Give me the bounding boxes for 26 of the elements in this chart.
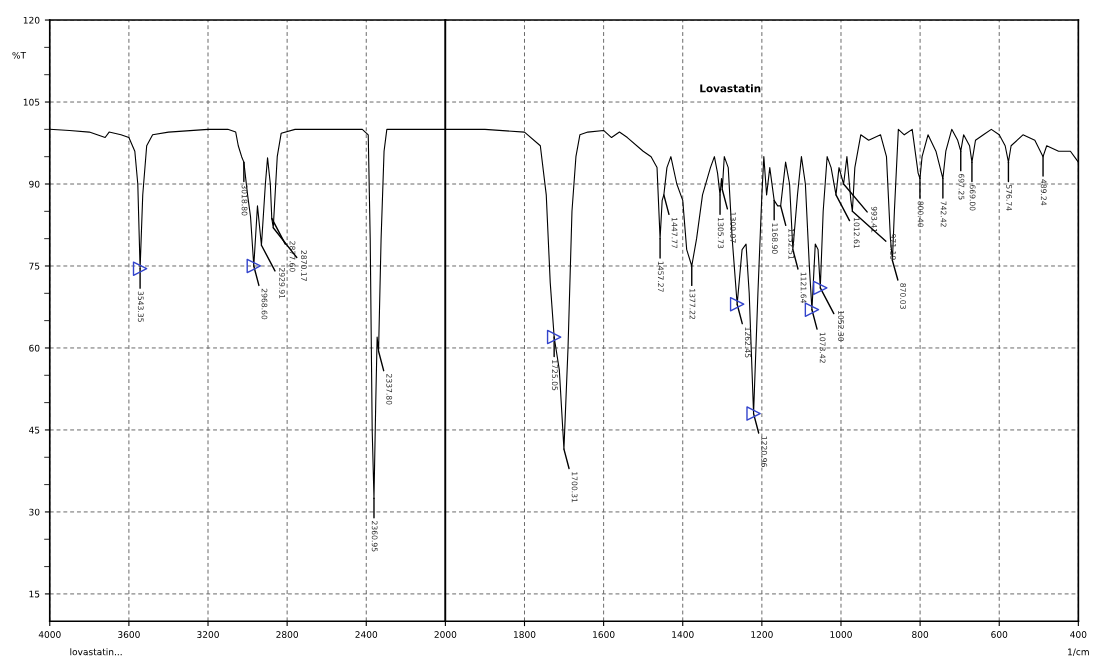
text: Lovastatin: [700, 84, 761, 93]
x-tick-label: 1400: [672, 631, 694, 638]
y-tick-label: 30: [29, 508, 40, 516]
y-axis-title: %T: [12, 51, 27, 59]
x-tick-label: 1800: [514, 631, 536, 638]
y-tick-label: 90: [29, 180, 40, 188]
y-tick-label: 105: [23, 98, 40, 106]
x-tick-label: 600: [991, 631, 1008, 638]
x-tick-label: 2400: [355, 631, 378, 638]
y-tick-label: 45: [29, 426, 40, 434]
x-tick-label: 1200: [751, 631, 773, 638]
y-tick-label: 15: [29, 590, 40, 598]
x-tick-label: 1000: [830, 631, 852, 638]
x-tick-label: 400: [1070, 631, 1087, 638]
x-tick-label: 1600: [593, 631, 615, 638]
x-axis-title: 1/cm: [1068, 648, 1089, 656]
y-tick-label: 60: [29, 344, 40, 352]
x-tick-label: 2800: [276, 631, 299, 638]
x-tick-label: 2000: [434, 631, 457, 638]
y-tick-label: 120: [23, 16, 40, 24]
x-tick-label: 3600: [118, 631, 140, 638]
x-tick-label: 4000: [38, 631, 61, 638]
y-tick-label: 75: [29, 262, 40, 270]
x-tick-label: 800: [912, 631, 929, 638]
x-tick-label: 3200: [197, 631, 219, 638]
text: lovastatin...: [70, 648, 122, 656]
